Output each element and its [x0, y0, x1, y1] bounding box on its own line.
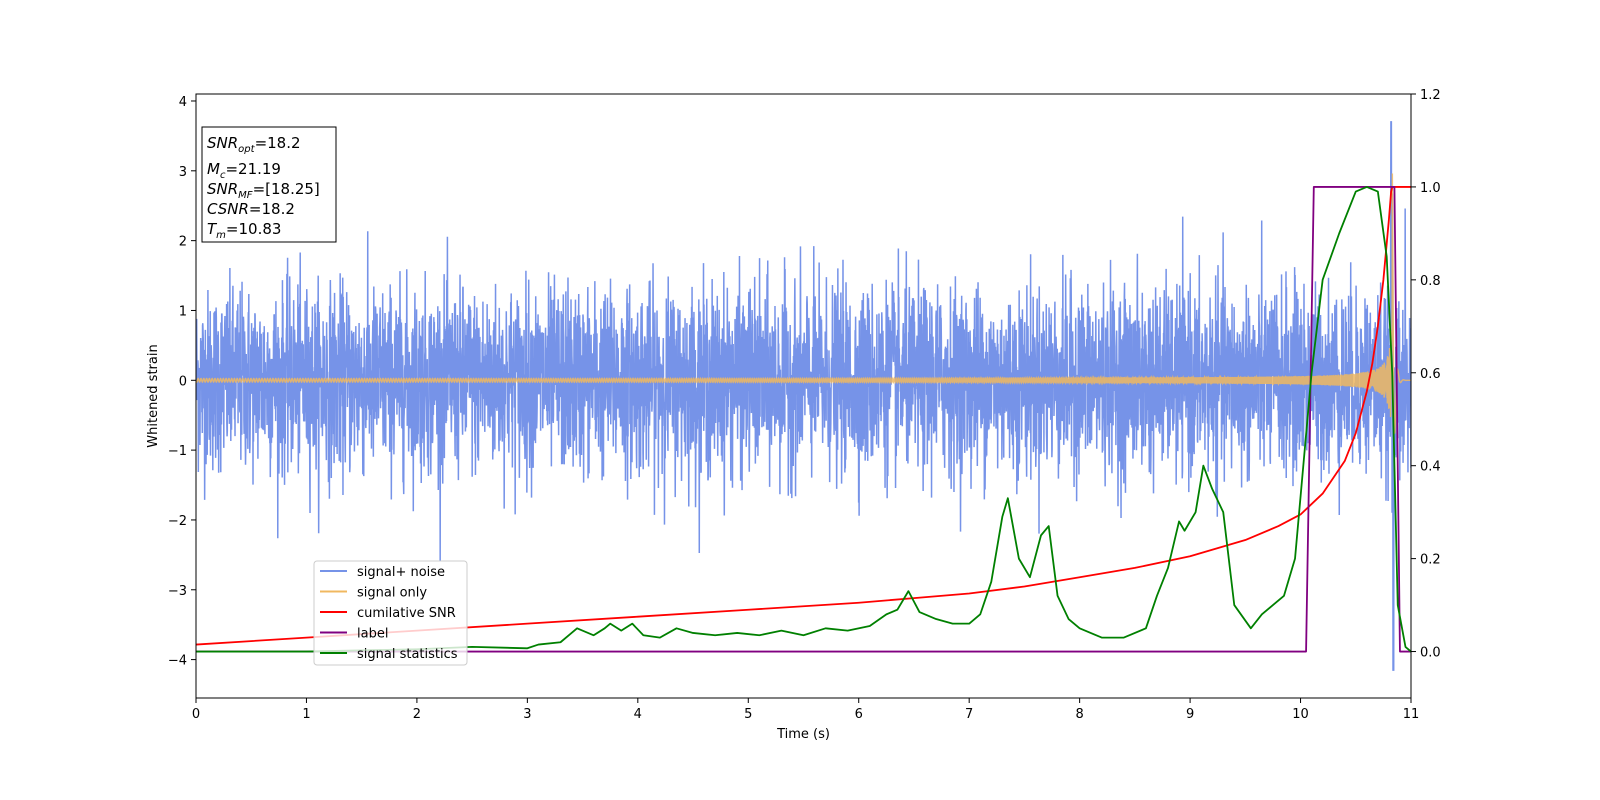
x-tick-label: 11 [1403, 707, 1420, 722]
info-line: Mc=21.19 [207, 160, 281, 181]
y-tick-label: −1 [168, 444, 187, 459]
x-tick-label: 10 [1292, 707, 1309, 722]
x-tick-label: 4 [634, 707, 642, 722]
x-tick-label: 7 [965, 707, 973, 722]
y2-tick-label: 0.4 [1420, 460, 1441, 475]
x-tick-label: 8 [1075, 707, 1083, 722]
y2-tick-label: 0.2 [1420, 553, 1441, 568]
y-tick-label: 4 [179, 95, 187, 110]
info-box: SNRopt=18.2 Mc=21.19SNRMF=[18.25]CSNR=18.… [201, 126, 337, 243]
y-axis-label: Whitened strain [146, 344, 161, 447]
x-tick-label: 9 [1186, 707, 1194, 722]
series-cumulative-snr [196, 186, 1411, 646]
x-tick-label: 1 [302, 707, 310, 722]
x-tick-label: 2 [413, 707, 421, 722]
plot-frame [195, 93, 1412, 699]
info-line: Tm=10.83 [207, 220, 281, 241]
legend-entry-label: signal only [357, 586, 427, 601]
x-tick-label: 3 [523, 707, 531, 722]
y2-tick-label: 0.6 [1420, 367, 1441, 382]
y-tick-label: 1 [179, 304, 187, 319]
y2-tick-label: 1.0 [1420, 181, 1441, 196]
series-signal-statistics [196, 186, 1411, 653]
y2-tick-label: 0.0 [1420, 646, 1441, 661]
legend-entry-label: signal statistics [357, 647, 458, 662]
x-tick-label: 0 [192, 707, 200, 722]
x-tick-label: 6 [855, 707, 863, 722]
x-axis-label: Time (s) [776, 727, 830, 742]
legend-entry-label: label [357, 627, 388, 642]
y-tick-label: −3 [168, 584, 187, 599]
x-tick-label: 5 [744, 707, 752, 722]
y-tick-label: 3 [179, 165, 187, 180]
series-signal-only [196, 173, 1411, 435]
series-label [196, 186, 1411, 653]
info-box-frame [201, 126, 337, 243]
legend-frame [313, 560, 468, 666]
legend: signal+ noise signal only cumilative SNR la… [313, 560, 468, 666]
legend-entry-label: signal+ noise [357, 565, 445, 580]
info-line: CSNR=18.2 [207, 200, 295, 218]
y-tick-label: −2 [168, 514, 187, 529]
info-line: SNRMF=[18.25] [207, 180, 320, 201]
y2-tick-label: 1.2 [1420, 88, 1441, 103]
series-layer [196, 121, 1411, 671]
y-tick-label: 0 [179, 374, 187, 389]
y-tick-label: 2 [179, 235, 187, 250]
axes-layer: 0 1 2 3 4 5 6 7 8 9 10 11 −4 −3 −2 −1 0 1 2 3 4 0.0 0.2 0.4 0.6 0… [168, 88, 1441, 722]
y2-tick-label: 0.8 [1420, 274, 1441, 289]
legend-entry-label: cumilative SNR [357, 606, 456, 621]
y-tick-label: −4 [168, 654, 187, 669]
info-line: SNRopt=18.2 [207, 134, 301, 155]
